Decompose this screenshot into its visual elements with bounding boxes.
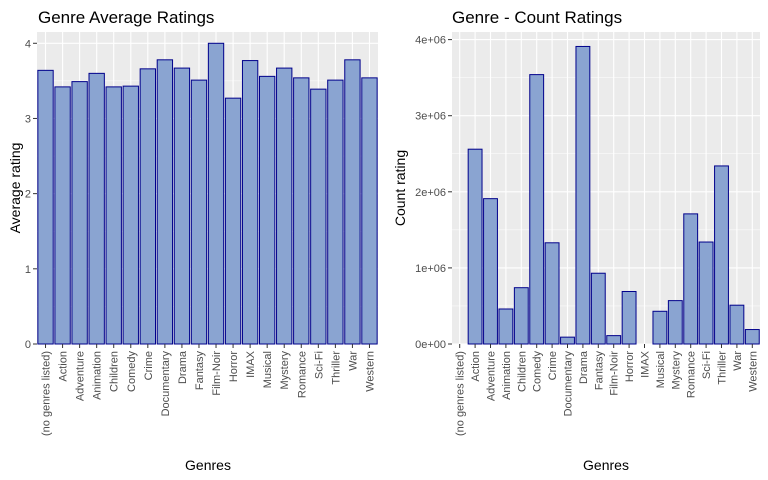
bar-0-6 [139,68,156,345]
bar-0-14 [276,67,293,345]
bar-0-4 [105,86,122,345]
bar-1-2 [483,198,498,345]
x-tick-label: War [347,351,359,371]
x-tick-label: Mystery [670,351,682,390]
plot-panel-0 [37,32,378,344]
x-tick-label: Animation [92,351,104,400]
x-axis-title: Genres [185,457,231,473]
x-tick-label: Children [109,351,121,392]
y-axis-title: Average rating [7,143,23,234]
x-tick-label: Western [747,351,759,392]
y-tick-label: 2e+06 [415,187,446,199]
bar-1-7 [560,336,575,345]
chart-title: Genre - Count Ratings [452,8,622,27]
x-tick-label: Action [470,351,482,382]
bar-1-9 [590,272,606,345]
bar-1-1 [467,148,483,345]
y-tick-label: 2 [25,189,31,201]
bar-1-14 [667,300,683,345]
y-tick-label: 1e+06 [415,263,446,275]
y-tick-label: 3e+06 [415,111,446,123]
bar-0-8 [173,67,191,345]
chart-title: Genre Average Ratings [38,8,214,27]
y-tick-label: 0e+00 [415,339,446,351]
x-tick-label: (no genres listed) [41,351,53,436]
bar-0-15 [293,77,310,345]
x-tick-label: IMAX [640,350,652,378]
x-tick-label: Musical [655,351,667,388]
bar-1-13 [652,310,668,345]
bar-1-10 [606,335,622,345]
bar-0-3 [88,72,105,345]
bar-0-11 [224,97,242,345]
bar-1-5 [529,74,545,345]
x-tick-label: Mystery [279,351,291,390]
x-tick-label: Romance [686,351,698,398]
x-tick-label: Western [364,351,376,392]
x-tick-label: Horror [228,351,240,383]
y-axis-title: Count rating [392,150,408,226]
x-tick-label: Crime [143,351,155,380]
x-tick-label: Documentary [563,351,575,417]
y-tick-label: 1 [25,264,31,276]
bar-1-8 [575,45,591,345]
x-axis-title: Genres [583,457,629,473]
plot-panel-1 [452,32,760,344]
bar-1-6 [544,242,560,345]
x-tick-label: Action [58,351,70,382]
bar-1-18 [729,304,745,345]
y-tick-label: 3 [25,113,31,125]
x-tick-label: Fantasy [194,351,206,391]
bar-1-16 [698,241,714,345]
bar-0-5 [122,85,139,345]
x-tick-label: Animation [501,351,513,400]
x-tick-label: Sci-Fi [313,351,325,379]
x-tick-label: Film-Noir [609,351,621,396]
x-tick-label: Horror [624,351,636,383]
x-tick-label: IMAX [245,350,257,378]
x-tick-label: War [732,351,744,371]
x-tick-label: Drama [578,350,590,384]
bar-1-19 [744,329,760,345]
bar-1-3 [498,308,514,345]
x-tick-label: Thriller [717,351,729,385]
bar-1-4 [513,287,529,345]
x-tick-label: Musical [262,351,274,388]
bar-0-19 [361,77,378,345]
x-tick-label: Fantasy [593,351,605,391]
x-tick-label: Romance [296,351,308,398]
bar-0-13 [259,75,276,345]
x-tick-label: Drama [177,350,189,384]
bar-0-2 [71,81,88,345]
x-tick-label: Adventure [75,351,87,401]
x-tick-label: Comedy [126,351,138,392]
x-tick-label: Sci-Fi [701,351,713,379]
x-tick-label: Documentary [160,351,172,417]
bar-1-17 [714,165,729,345]
bar-0-17 [327,79,344,345]
bar-1-11 [621,290,637,345]
x-tick-label: Thriller [330,351,342,385]
bar-0-16 [310,88,327,345]
y-tick-label: 0 [25,339,31,351]
x-tick-label: Comedy [532,351,544,392]
bar-0-7 [156,59,174,345]
bar-0-18 [344,59,361,345]
x-tick-label: Adventure [486,351,498,401]
x-tick-label: Crime [547,351,559,380]
bar-1-15 [683,213,699,345]
bar-0-10 [207,42,225,345]
x-tick-label: Children [516,351,528,392]
x-tick-label: (no genres listed) [455,351,467,436]
bar-0-12 [241,60,259,345]
bar-0-9 [190,79,208,345]
bar-0-0 [37,69,54,345]
bar-0-1 [54,86,71,345]
y-tick-label: 4e+06 [415,35,446,47]
x-tick-label: Film-Noir [211,351,223,396]
y-tick-label: 4 [25,38,31,50]
